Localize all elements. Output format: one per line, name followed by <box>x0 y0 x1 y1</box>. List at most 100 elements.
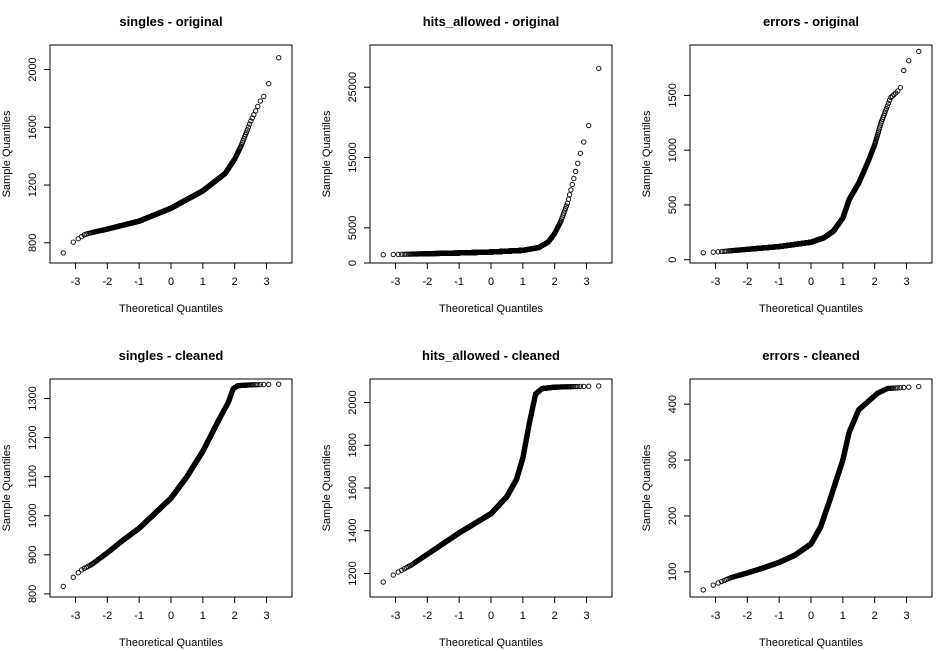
x-tick-label: 0 <box>168 610 174 622</box>
qq-point <box>257 98 264 104</box>
y-tick-label: 1200 <box>27 425 39 449</box>
y-tick-label: 15000 <box>347 142 359 173</box>
plot-frame <box>369 44 613 264</box>
y-tick-label: 1300 <box>27 386 39 410</box>
x-tick-label: 0 <box>488 276 494 288</box>
qq-point <box>78 233 85 240</box>
y-tick-label: 800 <box>27 585 39 603</box>
qq-panel-2: hits_allowed - original Theoretical Quant… <box>321 14 613 315</box>
x-tick-label: 3 <box>263 610 269 622</box>
x-tick-label: 2 <box>232 276 238 288</box>
y-tick-label: 1100 <box>27 465 39 489</box>
x-axis-label: Theoretical Quantiles <box>439 303 543 315</box>
x-axis-label: Theoretical Quantiles <box>119 637 223 649</box>
y-tick-label: 0 <box>667 257 679 263</box>
x-tick-label: 1 <box>200 610 206 622</box>
qq-panel-3: errors - original Theoretical Quantiles Sa… <box>641 14 933 315</box>
qq-point <box>575 160 581 166</box>
qq-point <box>252 108 259 114</box>
qq-point <box>700 250 706 256</box>
x-tick-label: -3 <box>391 276 401 288</box>
y-tick-label: 900 <box>27 546 39 564</box>
x-tick-label: -2 <box>422 276 432 288</box>
qq-point <box>266 80 272 87</box>
x-tick-label: 3 <box>583 276 589 288</box>
y-tick-label: 1600 <box>27 115 39 139</box>
x-tick-label: 2 <box>232 610 238 622</box>
qq-point <box>581 139 587 145</box>
x-tick-label: -1 <box>134 276 144 288</box>
y-tick-label: 5000 <box>347 216 359 240</box>
x-axis-label: Theoretical Quantiles <box>119 303 223 315</box>
qq-point <box>380 252 386 258</box>
qq-panel-4: singles - cleaned Theoretical Quantiles Sa… <box>1 348 293 649</box>
x-tick-label: -1 <box>454 276 464 288</box>
qq-panel-1: singles - original Theoretical Quantiles S… <box>1 14 293 315</box>
x-tick-label: 3 <box>903 276 909 288</box>
y-axis-label: Sample Quantiles <box>321 110 333 197</box>
x-tick-label: 1 <box>520 276 526 288</box>
plot-frame <box>49 378 293 598</box>
y-tick-label: 0 <box>347 260 359 266</box>
qq-point <box>70 239 76 245</box>
y-tick-label: 1000 <box>27 503 39 527</box>
y-tick-label: 25000 <box>347 72 359 103</box>
x-axis-label: Theoretical Quantiles <box>759 303 863 315</box>
y-axis-label: Sample Quantiles <box>1 110 13 197</box>
panel-title: singles - original <box>119 14 222 29</box>
x-tick-label: -1 <box>134 610 144 622</box>
plot-frame <box>49 44 293 264</box>
qq-point <box>60 583 66 589</box>
x-tick-label: -2 <box>102 276 112 288</box>
x-tick-label: -3 <box>711 276 721 288</box>
qq-point <box>276 55 282 61</box>
y-tick-label: 1200 <box>27 173 39 197</box>
qq-point <box>390 251 396 258</box>
x-tick-label: 1 <box>840 276 846 288</box>
qq-point <box>569 181 575 188</box>
qq-point <box>568 187 574 193</box>
qq-point <box>906 58 912 64</box>
x-tick-label: 2 <box>872 276 878 288</box>
qq-point <box>710 249 716 255</box>
x-tick-label: -1 <box>774 276 784 288</box>
y-tick-label: 800 <box>27 234 39 252</box>
qq-points <box>60 55 282 256</box>
x-tick-label: -3 <box>71 276 81 288</box>
x-tick-label: 1 <box>200 276 206 288</box>
qq-point <box>60 250 66 256</box>
qq-point <box>901 67 907 74</box>
y-tick-label: 500 <box>667 196 679 214</box>
plot-frame <box>689 44 933 264</box>
qq-point <box>596 65 602 71</box>
qq-point <box>572 168 579 175</box>
y-axis-label: Sample Quantiles <box>1 444 13 531</box>
qq-points <box>700 48 922 256</box>
qq-point <box>577 150 584 156</box>
qq-point <box>897 84 904 91</box>
x-tick-label: -2 <box>102 610 112 622</box>
qq-point <box>261 93 267 100</box>
panel-title: errors - original <box>763 14 859 29</box>
qq-point <box>70 574 76 580</box>
qq-point <box>916 48 922 54</box>
y-tick-label: 1500 <box>667 83 679 107</box>
y-axis-label: Sample Quantiles <box>641 110 653 197</box>
qq-point <box>566 192 573 198</box>
qq-point <box>571 175 577 182</box>
x-tick-label: 2 <box>552 276 558 288</box>
x-tick-label: 0 <box>168 276 174 288</box>
panel-title: hits_allowed - original <box>423 14 560 29</box>
qq-point <box>586 122 592 129</box>
x-tick-label: -2 <box>742 276 752 288</box>
qq-points <box>380 65 602 258</box>
qq-points <box>60 381 282 589</box>
y-tick-label: 2000 <box>27 57 39 81</box>
qq-point <box>565 196 572 202</box>
x-tick-label: 0 <box>808 276 814 288</box>
x-tick-label: -3 <box>71 610 81 622</box>
panel-title: singles - cleaned <box>119 348 224 363</box>
x-tick-label: 3 <box>263 276 269 288</box>
y-tick-label: 1000 <box>667 138 679 162</box>
